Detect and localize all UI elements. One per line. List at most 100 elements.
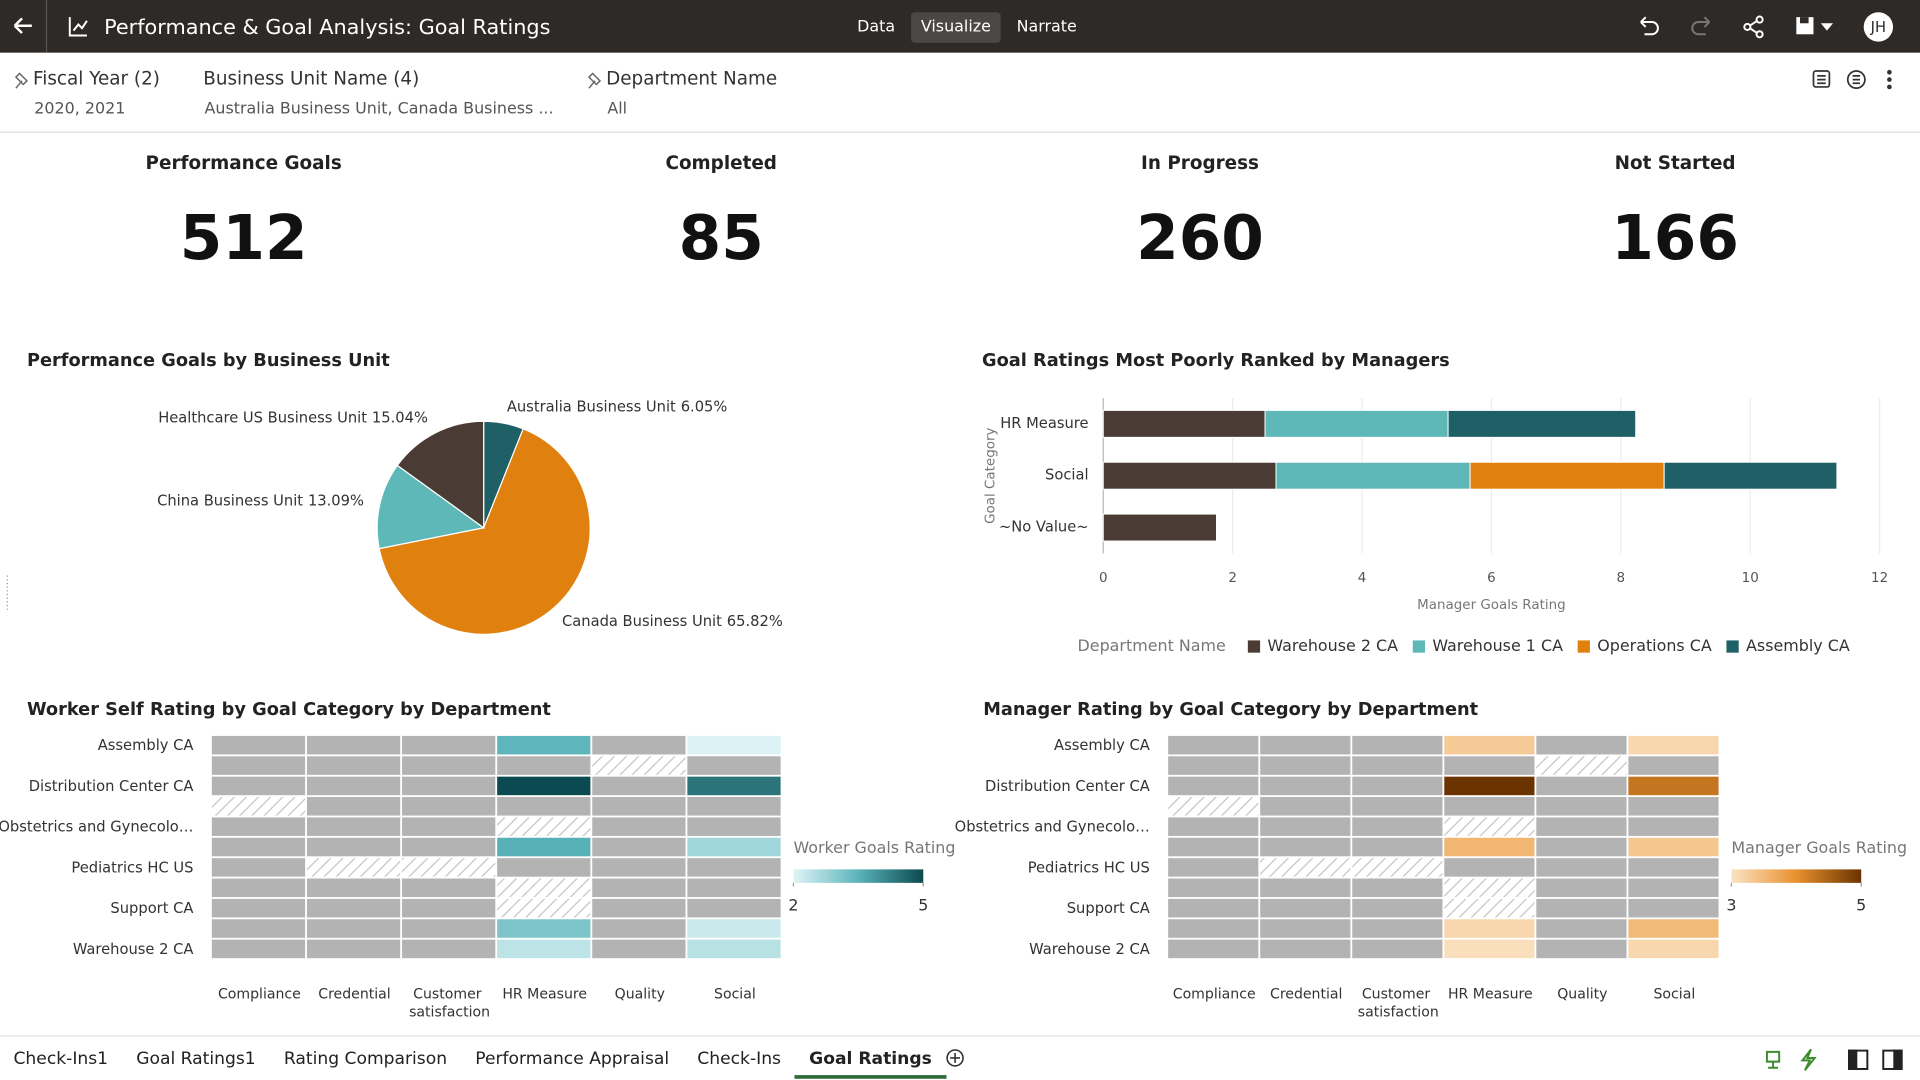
- bar-segment: [1264, 409, 1449, 438]
- kpi-value: 85: [679, 203, 764, 274]
- bar-segment: [1102, 461, 1277, 490]
- heat-cell: [497, 776, 591, 796]
- empty-cell: [306, 776, 401, 796]
- empty-cell: [497, 858, 591, 877]
- empty-cell: [1260, 837, 1351, 857]
- empty-cell: [1168, 817, 1259, 836]
- filter-label[interactable]: Business Unit Name (4): [203, 69, 419, 90]
- empty-cell: [306, 756, 401, 775]
- y-tick-label: Social: [1045, 467, 1089, 484]
- chart-title: Goal Ratings Most Poorly Ranked by Manag…: [982, 351, 1450, 371]
- empty-cell: [306, 939, 401, 959]
- view-tab[interactable]: Visualize: [921, 16, 991, 35]
- filter-value: Australia Business Unit, Canada Business…: [204, 98, 553, 117]
- legend-tick-label: 3: [1726, 896, 1736, 915]
- empty-cell: [1352, 898, 1443, 918]
- empty-cell: [1352, 919, 1443, 938]
- slice-category: China Business Unit: [157, 493, 303, 510]
- x-axis-title: Manager Goals Rating: [1417, 598, 1566, 613]
- empty-cell: [306, 919, 401, 938]
- empty-cell: [1352, 756, 1443, 775]
- app-icon: [68, 17, 88, 37]
- empty-cell: [1168, 837, 1259, 857]
- no-data-cell: [306, 858, 401, 877]
- empty-cell: [1444, 797, 1535, 816]
- save[interactable]: [1796, 17, 1834, 35]
- empty-cell: [211, 817, 306, 836]
- empty-cell: [1536, 776, 1627, 796]
- no-data-cell: [1168, 797, 1259, 816]
- sheet-tab[interactable]: Check-Ins1: [13, 1049, 108, 1069]
- empty-cell: [687, 817, 781, 836]
- empty-cell: [592, 837, 686, 857]
- sheet-tab[interactable]: Check-Ins: [697, 1049, 781, 1069]
- heat-cell: [1628, 776, 1719, 796]
- avatar-initials: JH: [1870, 19, 1886, 36]
- empty-cell: [1352, 797, 1443, 816]
- filter-tools[interactable]: [1812, 69, 1892, 90]
- empty-cell: [402, 919, 496, 938]
- empty-cell: [1536, 878, 1627, 898]
- sheet-tab[interactable]: Goal Ratings: [809, 1049, 932, 1069]
- no-data-cell: [592, 756, 686, 775]
- heat-cell: [687, 735, 781, 755]
- empty-cell: [1628, 756, 1719, 775]
- heat-cell: [1444, 735, 1535, 755]
- empty-cell: [306, 878, 401, 898]
- row-label: Assembly CA: [1054, 737, 1150, 754]
- filter-label[interactable]: Department Name: [606, 69, 777, 90]
- column-label: Social: [714, 986, 756, 1002]
- redo[interactable]: [1691, 16, 1711, 36]
- column-label: HR Measure: [1448, 986, 1533, 1002]
- empty-cell: [211, 939, 306, 959]
- empty-cell: [1168, 939, 1259, 959]
- sheet-tab[interactable]: Goal Ratings1: [136, 1049, 255, 1069]
- legend-label: Operations CA: [1597, 636, 1712, 655]
- column-label: Customer satisfaction: [1358, 986, 1439, 1020]
- avatar[interactable]: [1863, 12, 1894, 42]
- heat-cell: [497, 919, 591, 938]
- y-axis-title: Goal Category: [984, 427, 999, 523]
- empty-cell: [592, 939, 686, 959]
- sheet-tab[interactable]: Performance Appraisal: [475, 1049, 669, 1069]
- empty-cell: [497, 797, 591, 816]
- empty-cell: [402, 776, 496, 796]
- no-data-cell: [497, 817, 591, 836]
- column-label: Credential: [318, 986, 390, 1002]
- empty-cell: [1352, 837, 1443, 857]
- view-tab[interactable]: Narrate: [1017, 16, 1077, 35]
- empty-cell: [1536, 837, 1627, 857]
- empty-cell: [1168, 898, 1259, 918]
- empty-cell: [1628, 858, 1719, 877]
- empty-cell: [687, 756, 781, 775]
- view-tab[interactable]: Data: [857, 16, 895, 35]
- kpi-value: 512: [180, 203, 308, 274]
- heat-cell: [1444, 919, 1535, 938]
- filter-label[interactable]: Fiscal Year (2): [33, 69, 160, 90]
- active-tab-underline: [794, 1075, 947, 1079]
- filter-value: All: [607, 98, 627, 117]
- share[interactable]: [1743, 15, 1764, 39]
- add-sheet[interactable]: [946, 1049, 964, 1067]
- heat-cell: [687, 919, 781, 938]
- bar-segment: [1275, 461, 1471, 490]
- empty-cell: [211, 735, 306, 755]
- empty-cell: [211, 858, 306, 877]
- empty-cell: [592, 878, 686, 898]
- row-label: Warehouse 2 CA: [1029, 941, 1150, 958]
- x-tick-label: 12: [1871, 571, 1888, 586]
- row-label: Warehouse 2 CA: [73, 941, 194, 958]
- empty-cell: [592, 919, 686, 938]
- undo[interactable]: [1640, 16, 1659, 36]
- heat-cell: [497, 939, 591, 959]
- back-button[interactable]: [13, 17, 32, 34]
- empty-cell: [1536, 797, 1627, 816]
- kpi-value: 166: [1611, 203, 1739, 274]
- empty-cell: [1168, 858, 1259, 877]
- sheet-tab[interactable]: Rating Comparison: [284, 1049, 447, 1069]
- slice-label: China Business Unit 13.09%: [157, 493, 364, 510]
- kpi-label: In Progress: [1141, 153, 1259, 174]
- footer-tools[interactable]: [1765, 1048, 1903, 1071]
- bar-segment: [1102, 409, 1266, 438]
- legend-swatch: [1726, 640, 1739, 653]
